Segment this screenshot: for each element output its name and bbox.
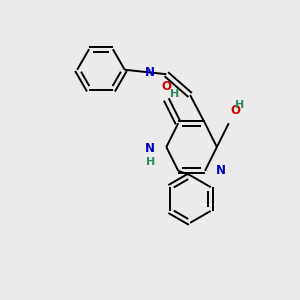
Text: H: H [146,157,155,167]
Text: N: N [145,66,155,79]
Text: O: O [161,80,171,93]
Text: H: H [169,88,179,98]
Text: N: N [216,164,226,177]
Text: H: H [236,100,245,110]
Text: N: N [145,142,155,155]
Text: O: O [230,104,240,117]
